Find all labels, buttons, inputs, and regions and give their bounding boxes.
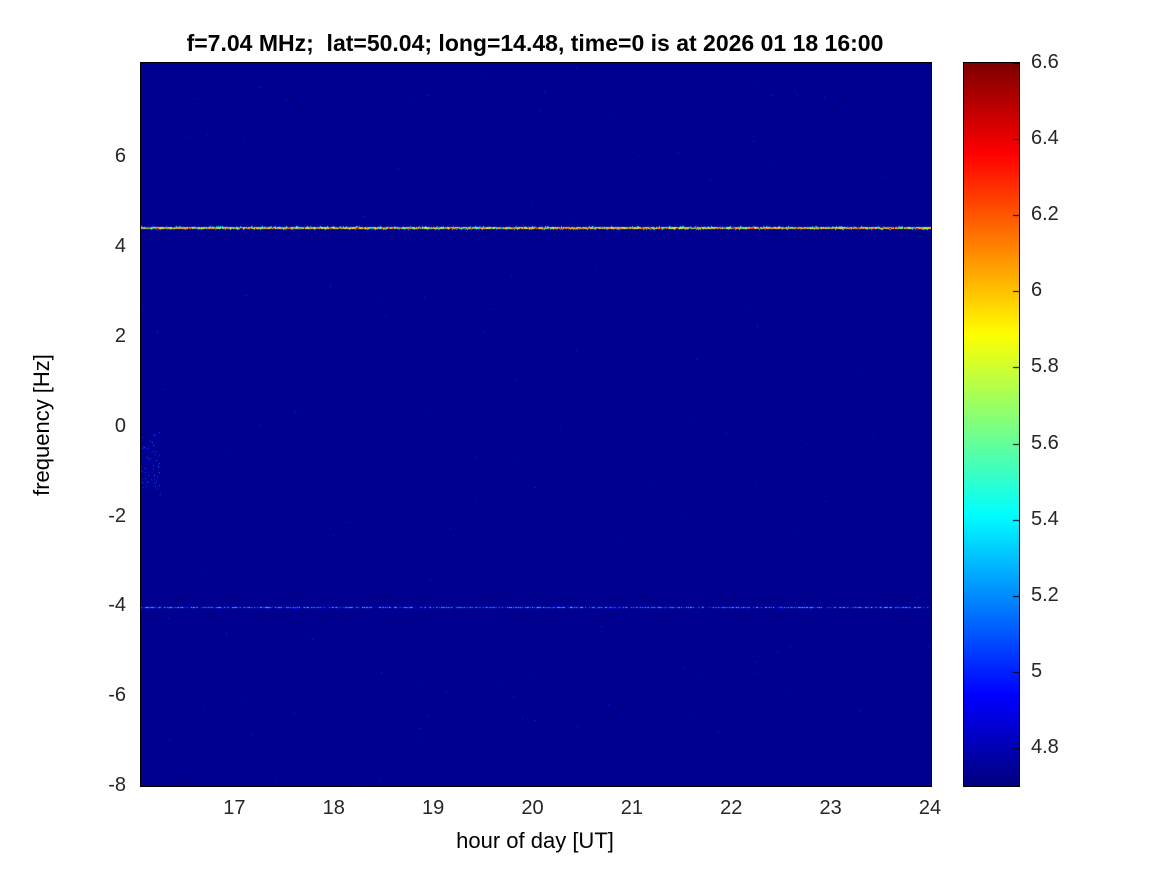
x-tick-label: 17 [223,797,246,819]
y-tick-label: 6 [114,145,126,168]
colorbar-tick-label: 5.4 [1031,507,1059,530]
colorbar-tick-label: 5.8 [1031,355,1059,378]
heatmap-canvas [140,62,932,787]
x-tick-label: 21 [620,797,643,819]
x-tick-label: 19 [422,797,445,819]
x-tick-label: 20 [521,797,544,819]
colorbar-tick-label: 4.8 [1031,735,1059,758]
x-tick-label: 22 [720,797,743,819]
y-tick-label: 4 [114,235,126,258]
y-tick-label: -8 [108,774,126,796]
colorbar-tick-label: 6.6 [1031,51,1059,73]
colorbar-tick-label: 5 [1031,659,1043,682]
chart-title: f=7.04 MHz; lat=50.04; long=14.48, time=… [186,30,884,56]
colorbar [963,62,1020,787]
colorbar-tick-label: 6.2 [1031,203,1059,226]
x-tick-label: 24 [918,797,942,819]
x-tick-label: 18 [322,797,345,819]
y-tick-label: -2 [108,504,126,527]
y-tick-label: 2 [114,324,126,347]
y-axis-label: frequency [Hz] [29,354,54,496]
x-tick-label: 23 [819,797,842,819]
colorbar-tick-label: 6.4 [1031,127,1059,150]
y-tick-label: -4 [108,594,126,617]
y-tick-label: 0 [114,414,126,437]
colorbar-tick-label: 6 [1031,279,1043,302]
x-axis-label: hour of day [UT] [456,828,614,853]
colorbar-tick-label: 5.6 [1031,431,1059,454]
y-tick-label: -6 [108,684,126,707]
colorbar-tick-label: 5.2 [1031,583,1059,606]
